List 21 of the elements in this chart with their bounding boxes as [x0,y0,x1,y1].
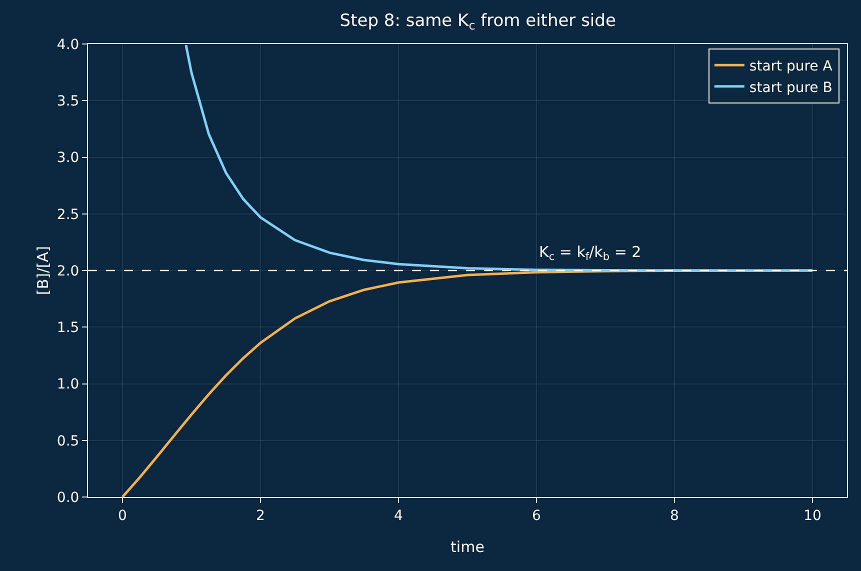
y-tick-label: 1.5 [56,320,80,336]
x-tick-label: 2 [256,508,265,524]
y-tick-label: 0.5 [56,433,80,450]
x-tick-label: 0 [118,508,127,524]
x-tick-label: 6 [532,508,542,524]
chart-title: Step 8: same K$_{c}$ from either side [340,11,616,33]
y-tick-label: 1.0 [56,376,80,393]
x-tick-label: 10 [804,508,822,524]
x-axis-title: time [450,538,484,556]
x-tick-label: 8 [670,508,679,524]
y-tick-label: 0.0 [56,490,80,506]
y-tick-label: 3.5 [56,94,80,110]
x-tick-label: 4 [394,508,404,524]
annotation: K$_{c}$ = k$_{f}$/k$_{b}$ = 2 [539,243,642,264]
y-tick-label: 3.0 [56,150,80,166]
y-tick-label: 4.0 [56,36,80,53]
legend-label: start pure A [749,58,833,75]
legend-label: start pure B [749,80,832,96]
y-tick-label: 2.0 [56,263,80,280]
y-axis-title: [B]/[A] [34,246,52,296]
y-tick-label: 2.5 [56,206,80,223]
